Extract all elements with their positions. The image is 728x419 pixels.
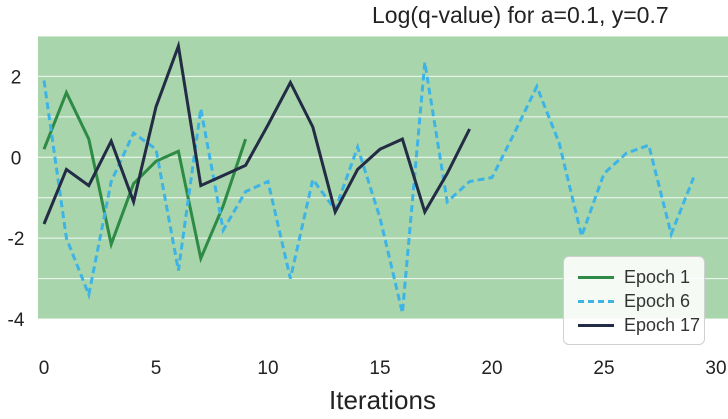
series-line-epoch-1: [42, 88, 248, 264]
y-tick-label: 0: [11, 148, 22, 169]
x-tick-label: 0: [39, 358, 50, 379]
y-tick-label: -4: [8, 310, 25, 331]
legend-swatch-epoch-17: [578, 323, 614, 327]
legend-swatch-epoch-1: [578, 275, 614, 279]
x-tick-label: 20: [481, 358, 502, 379]
legend-swatch-epoch-6: [578, 299, 614, 303]
legend-item: Epoch 6: [578, 289, 690, 313]
series-line-epoch-6: [42, 62, 695, 314]
legend-label: Epoch 17: [624, 314, 701, 335]
legend-item: Epoch 17: [578, 313, 700, 337]
x-tick-label: 5: [151, 358, 162, 379]
legend-item: Epoch 1: [578, 265, 690, 289]
chart-title: Log(q-value) for a=0.1, y=0.7: [372, 2, 669, 28]
legend-label: Epoch 1: [624, 266, 691, 287]
x-tick-label: 30: [705, 358, 726, 379]
legend-label: Epoch 6: [624, 290, 691, 311]
legend: Epoch 1 Epoch 6 Epoch 17: [563, 256, 705, 345]
x-tick-label: 10: [257, 358, 278, 379]
x-tick-label: 25: [593, 358, 614, 379]
series-line-epoch-17: [42, 40, 471, 225]
x-axis-label: Iterations: [329, 385, 436, 415]
x-tick-label: 15: [369, 358, 390, 379]
y-tick-label: -2: [8, 229, 25, 250]
y-tick-label: 2: [11, 67, 22, 88]
